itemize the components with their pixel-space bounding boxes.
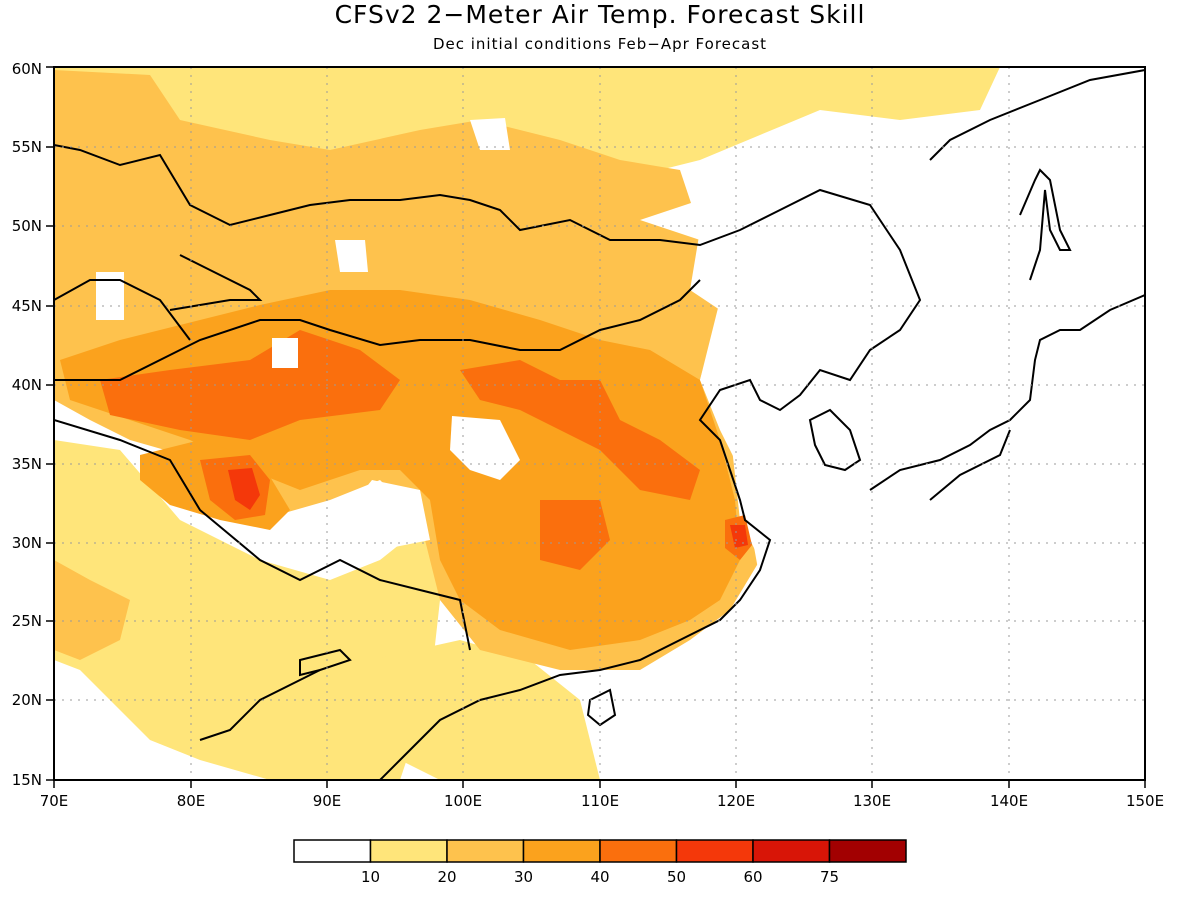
skill-region-west <box>54 560 130 660</box>
legend-label: 40 <box>590 868 609 886</box>
legend-swatch-3 <box>522 839 601 863</box>
legend-swatch-1 <box>369 839 448 863</box>
lon-label: 100E <box>444 792 482 810</box>
lat-label: 25N <box>12 612 42 630</box>
lat-label: 35N <box>12 455 42 473</box>
lat-label: 60N <box>12 60 42 78</box>
lon-label: 80E <box>177 792 206 810</box>
legend-label: 60 <box>743 868 762 886</box>
lon-label: 150E <box>1126 792 1164 810</box>
legend-swatch-5 <box>675 839 754 863</box>
legend-label: 30 <box>514 868 533 886</box>
legend-swatch-0 <box>293 839 372 863</box>
lon-label: 120E <box>717 792 755 810</box>
map-subtitle: Dec initial conditions Feb−Apr Forecast <box>432 35 768 53</box>
lat-label: 50N <box>12 217 42 235</box>
lat-label: 55N <box>12 138 42 156</box>
lat-label: 40N <box>12 376 42 394</box>
legend-swatch-7 <box>828 839 907 863</box>
lon-label: 110E <box>581 792 619 810</box>
coastlines <box>54 69 1145 780</box>
lat-label: 15N <box>12 771 42 789</box>
lon-label: 90E <box>313 792 342 810</box>
skill-region-loess <box>460 360 700 500</box>
map-title: CFSv2 2−Meter Air Temp. Forecast Skill <box>334 0 866 29</box>
skill-region-coastal-hotspot <box>730 525 748 548</box>
graticule <box>54 67 1145 780</box>
color-legend: 10 20 30 40 50 60 75 <box>293 839 907 886</box>
legend-label: 10 <box>361 868 380 886</box>
longitude-axis: 70E 80E 90E 100E 110E 120E 130E 140E 150… <box>40 792 1164 810</box>
lon-label: 70E <box>40 792 69 810</box>
lat-label: 45N <box>12 297 42 315</box>
lat-label: 20N <box>12 691 42 709</box>
legend-swatch-2 <box>446 839 525 863</box>
lon-label: 130E <box>853 792 891 810</box>
skill-region-south-west <box>54 440 440 780</box>
skill-shading <box>54 67 1145 780</box>
lon-label: 140E <box>990 792 1028 810</box>
legend-label: 20 <box>437 868 456 886</box>
legend-label: 75 <box>820 868 839 886</box>
legend-swatch-4 <box>599 839 678 863</box>
latitude-axis: 15N 20N 25N 30N 35N 40N 45N 50N 55N 60N <box>12 60 42 789</box>
skill-region-tarim-core <box>100 330 400 440</box>
legend-swatch-6 <box>752 839 831 863</box>
legend-label: 50 <box>667 868 686 886</box>
skill-region-indochina <box>370 640 600 780</box>
skill-region-hotspot-core <box>228 468 260 510</box>
lat-label: 30N <box>12 534 42 552</box>
skill-region-sichuan <box>540 500 610 570</box>
